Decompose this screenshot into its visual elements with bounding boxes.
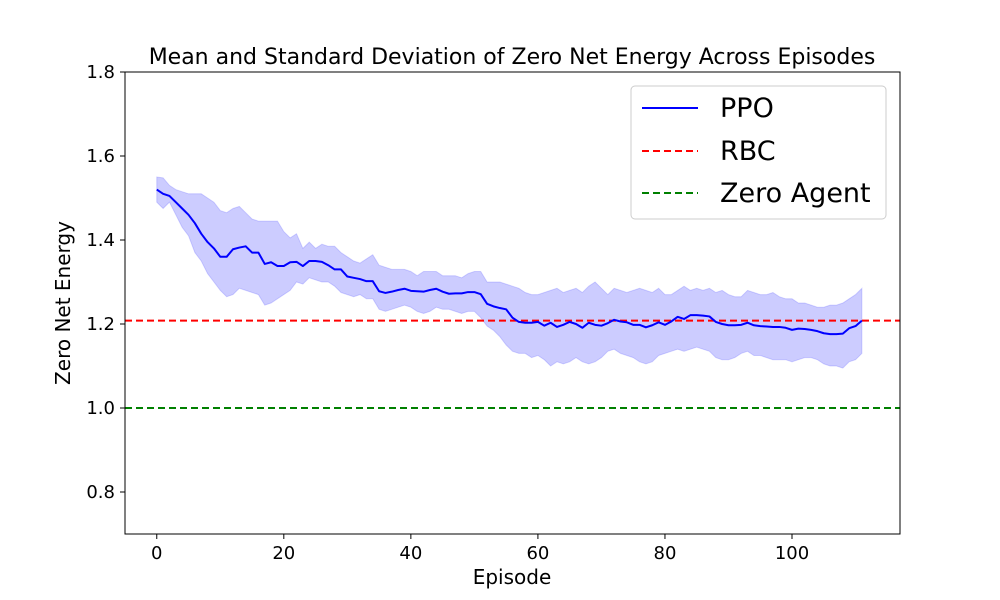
legend-label-zero-agent: Zero Agent <box>720 178 871 209</box>
series-line-ppo <box>156 188 863 336</box>
x-tick-label: 100 <box>775 543 809 564</box>
y-tick-label: 0.8 <box>86 482 115 503</box>
legend-frame <box>630 85 887 220</box>
legend: PPO RBC Zero Agent <box>630 85 887 220</box>
std-band <box>156 176 863 369</box>
x-tick-label: 20 <box>272 543 295 564</box>
plot-area <box>125 176 900 409</box>
x-tick-label: 60 <box>526 543 549 564</box>
chart-title: Mean and Standard Deviation of Zero Net … <box>149 45 876 70</box>
y-tick-label: 1.6 <box>86 146 115 167</box>
x-tick-label: 80 <box>654 543 677 564</box>
y-axis-label: Zero Net Energy <box>51 221 75 385</box>
axes-frame <box>124 71 901 535</box>
y-tick-label: 1.4 <box>86 230 115 251</box>
axes: 0 20 40 60 80 100 0.8 1.0 1.2 1.4 1.6 1.8 <box>86 62 901 564</box>
y-tick-label: 1.0 <box>86 398 115 419</box>
x-tick-label: 40 <box>399 543 422 564</box>
y-tick-label: 1.8 <box>86 62 115 83</box>
legend-label-rbc: RBC <box>720 136 776 167</box>
x-axis-label: Episode <box>473 565 552 589</box>
legend-label-ppo: PPO <box>720 93 774 124</box>
x-tick-label: 0 <box>151 543 162 564</box>
y-tick-label: 1.2 <box>86 314 115 335</box>
